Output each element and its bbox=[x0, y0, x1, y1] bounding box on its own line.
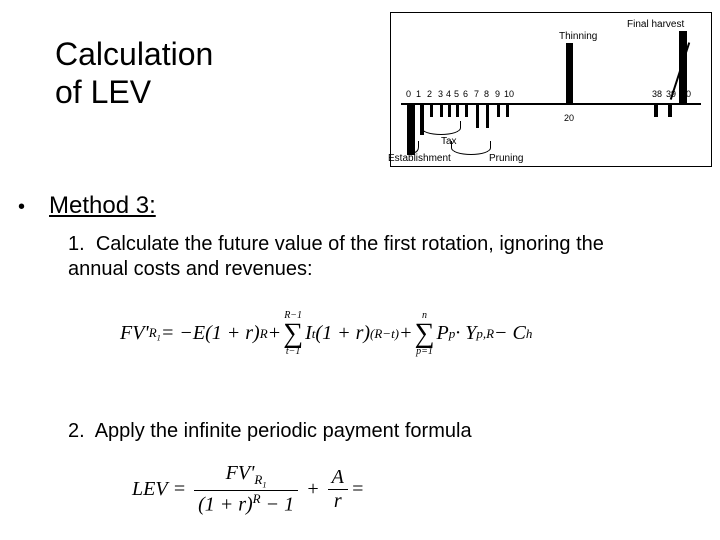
sigma-1: R−1 ∑ t−1 bbox=[283, 310, 303, 357]
pointer-arc bbox=[451, 141, 491, 155]
axis-number: 5 bbox=[454, 89, 459, 99]
axis-number: 40 bbox=[681, 89, 691, 99]
timeline-bar bbox=[654, 105, 658, 117]
sigma-2: n ∑ p=1 bbox=[415, 310, 435, 357]
axis-number: 3 bbox=[438, 89, 443, 99]
pointer-arc bbox=[421, 121, 461, 135]
timeline-bar bbox=[497, 105, 500, 117]
step1-text: Calculate the future value of the first … bbox=[68, 233, 604, 280]
timeline-diagram: 0123456789 10 20 38 39 40 Final harvest Thinnin… bbox=[390, 12, 712, 167]
fraction-1: FV'R1 (1 + r)R − 1 bbox=[194, 462, 298, 516]
step2-text: Apply the infinite periodic payment form… bbox=[95, 420, 472, 442]
timeline-bar bbox=[566, 43, 573, 103]
timeline-bar bbox=[456, 105, 459, 117]
axis-number: 7 bbox=[474, 89, 479, 99]
timeline-bar bbox=[506, 105, 509, 117]
timeline-bar bbox=[476, 105, 479, 128]
page-title: Calculation of LEV bbox=[55, 35, 213, 112]
axis-number: 10 bbox=[504, 89, 514, 99]
axis-number: 38 bbox=[652, 89, 662, 99]
pruning-label: Pruning bbox=[489, 153, 523, 164]
axis-number: 8 bbox=[484, 89, 489, 99]
timeline-bar bbox=[448, 105, 451, 117]
timeline-bar bbox=[430, 105, 433, 117]
axis-number: 1 bbox=[416, 89, 421, 99]
fraction-2: A r bbox=[328, 466, 348, 513]
axis-number: 0 bbox=[406, 89, 411, 99]
step1-num: 1. bbox=[68, 233, 85, 255]
axis-number: 4 bbox=[446, 89, 451, 99]
axis-number: 9 bbox=[495, 89, 500, 99]
title-line-2: of LEV bbox=[55, 73, 213, 111]
axis-number: 20 bbox=[564, 113, 574, 123]
pointer-arc bbox=[409, 141, 419, 153]
title-line-1: Calculation bbox=[55, 35, 213, 73]
formula-lev: LEV = FV'R1 (1 + r)R − 1 + A r = bbox=[132, 462, 364, 516]
axis-number: 6 bbox=[463, 89, 468, 99]
method-row: • Method 3: bbox=[18, 192, 156, 220]
timeline-bar bbox=[486, 105, 489, 128]
timeline-bar bbox=[440, 105, 443, 117]
bullet: • bbox=[18, 196, 25, 219]
timeline-bar bbox=[668, 105, 672, 117]
timeline-bar bbox=[465, 105, 468, 117]
final-harvest-label: Final harvest bbox=[627, 19, 684, 30]
axis-number: 2 bbox=[427, 89, 432, 99]
step-1: 1. Calculate the future value of the fir… bbox=[68, 232, 658, 282]
axis-number: 39 bbox=[666, 89, 676, 99]
step2-num: 2. bbox=[68, 420, 85, 442]
step-2: 2. Apply the infinite periodic payment f… bbox=[68, 420, 658, 443]
formula-fv: FV'R1 = −E(1 + r)R + R−1 ∑ t−1 It (1 + r… bbox=[120, 310, 532, 357]
thinning-label: Thinning bbox=[559, 31, 597, 42]
method-heading: Method 3: bbox=[49, 192, 156, 220]
establishment-label: Establishment bbox=[388, 153, 451, 164]
